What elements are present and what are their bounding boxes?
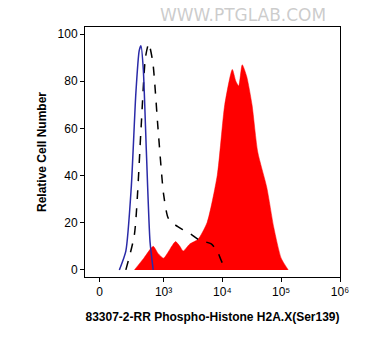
svg-text:10⁶: 10⁶: [331, 285, 349, 299]
svg-text:40: 40: [64, 169, 78, 183]
svg-text:10⁴: 10⁴: [213, 285, 232, 299]
svg-text:0: 0: [96, 285, 103, 299]
svg-text:10⁵: 10⁵: [272, 285, 290, 299]
svg-text:83307-2-RR Phospho-Histone H2A: 83307-2-RR Phospho-Histone H2A.X(Ser139): [85, 310, 339, 324]
svg-text:0: 0: [71, 263, 78, 277]
svg-text:80: 80: [64, 74, 78, 88]
svg-text:60: 60: [64, 122, 78, 136]
svg-text:Relative Cell Number: Relative Cell Number: [35, 92, 49, 212]
svg-text:10³: 10³: [155, 285, 172, 299]
svg-text:20: 20: [64, 216, 78, 230]
svg-text:WWW.PTGLAB.COM: WWW.PTGLAB.COM: [160, 5, 326, 25]
svg-text:100: 100: [58, 27, 78, 41]
